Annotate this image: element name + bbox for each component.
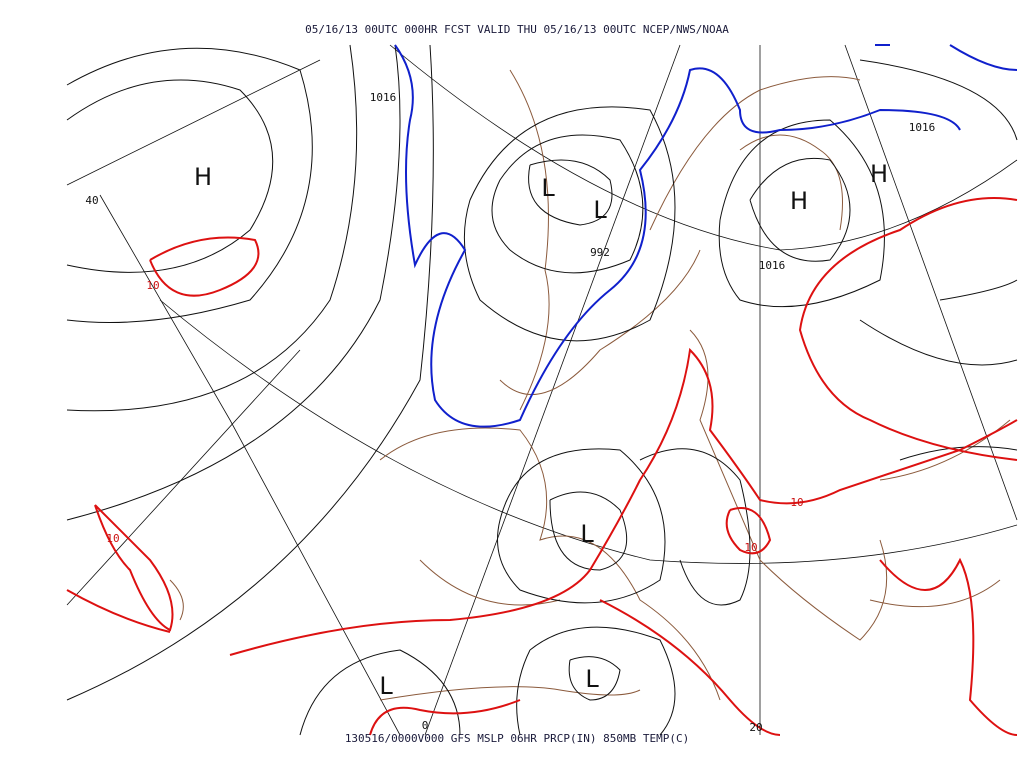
footer: 130516/0000V000 GFS MSLP 06HR PRCP(IN) 8… — [345, 732, 689, 745]
isobar — [66, 44, 434, 701]
isobar — [497, 448, 666, 604]
isobar-label: 1016 — [909, 121, 936, 134]
isobar — [568, 656, 621, 701]
pressure-center: H — [870, 160, 888, 188]
pressure-center: H — [790, 187, 808, 215]
grid-line — [389, 44, 1018, 251]
header: 05/16/13 00UTC 000HR FCST VALID THU 05/1… — [305, 23, 729, 36]
pressure-center: L — [585, 665, 599, 693]
grid-line — [844, 44, 1018, 521]
isotherm — [229, 347, 1018, 656]
isotherm-label: 10 — [146, 279, 159, 292]
grid-line — [66, 59, 321, 186]
isobar — [549, 491, 628, 571]
isotherm — [369, 699, 521, 736]
grid-line — [66, 349, 301, 606]
isotherm — [66, 504, 174, 633]
isotherm-label: 10 — [106, 532, 119, 545]
pressure-center: L — [541, 174, 555, 202]
isobar — [491, 134, 644, 274]
isobar — [528, 159, 613, 226]
freezing-line — [394, 44, 961, 428]
isobar-label: 992 — [590, 246, 610, 259]
grid-label: 40 — [85, 194, 98, 207]
grid-line — [159, 299, 1018, 564]
pressure-center: L — [593, 196, 607, 224]
pressure-center: L — [580, 520, 594, 548]
isobar — [718, 119, 885, 308]
isobar — [463, 106, 676, 342]
isotherm-label: 10 — [744, 541, 757, 554]
isotherm — [149, 236, 260, 297]
pressure-center: H — [194, 163, 212, 191]
isobar — [66, 79, 274, 273]
isobar — [66, 44, 358, 412]
isobar — [639, 448, 751, 606]
coastline — [169, 69, 1011, 701]
isotherm — [599, 599, 781, 736]
isobar — [859, 59, 1018, 301]
isobar — [299, 649, 461, 736]
isobar — [66, 47, 313, 323]
grid-label: 20 — [749, 721, 762, 734]
freezing-line — [875, 44, 1018, 71]
isobar — [749, 157, 851, 262]
grid-label: 0 — [422, 719, 429, 732]
isotherm-label: 10 — [790, 496, 803, 509]
isobar-label: 1016 — [759, 259, 786, 272]
isotherm — [725, 507, 772, 555]
map-area — [66, 44, 1018, 736]
isobar — [66, 44, 401, 521]
isobar — [516, 626, 676, 736]
isobar — [859, 319, 1018, 461]
isotherm — [879, 557, 1018, 736]
isobar-label: 1016 — [370, 91, 397, 104]
isotherm — [798, 197, 1018, 461]
pressure-center: L — [379, 672, 393, 700]
